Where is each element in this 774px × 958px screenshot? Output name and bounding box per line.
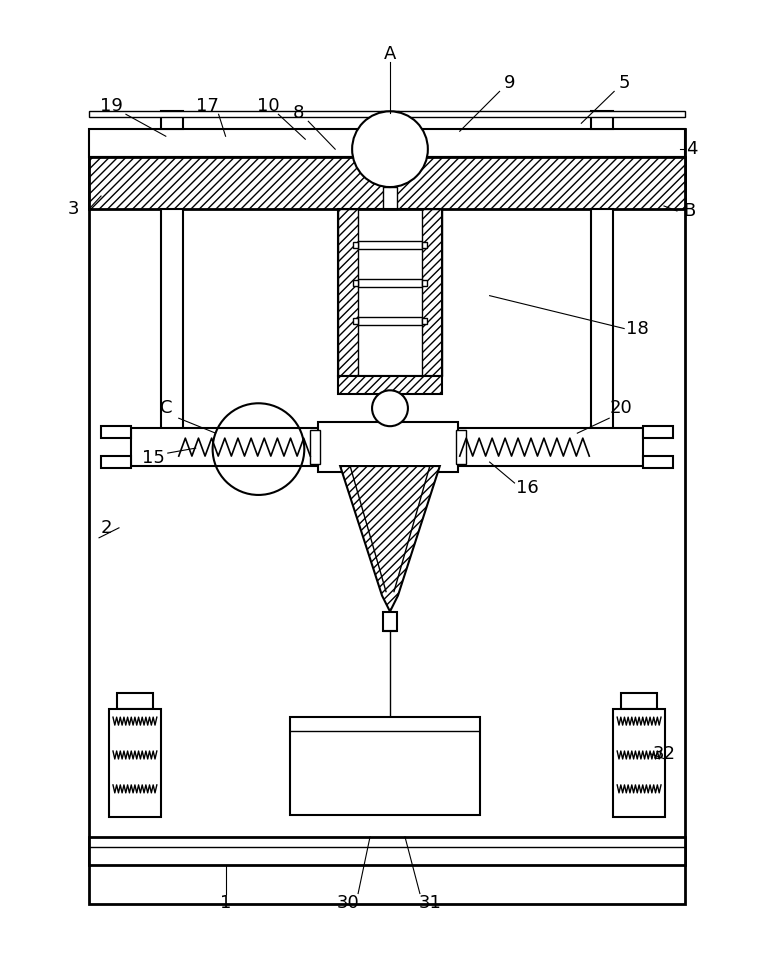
Bar xyxy=(310,430,320,464)
Text: 9: 9 xyxy=(504,75,515,92)
Bar xyxy=(374,122,406,139)
Text: 16: 16 xyxy=(516,479,539,497)
Polygon shape xyxy=(340,466,440,611)
Text: 32: 32 xyxy=(652,745,676,763)
Bar xyxy=(338,209,358,376)
Bar xyxy=(381,111,399,124)
Bar xyxy=(613,709,665,817)
Text: 31: 31 xyxy=(419,895,441,912)
Bar xyxy=(591,111,613,129)
Bar xyxy=(422,280,426,285)
Text: 1: 1 xyxy=(220,895,231,912)
Text: 17: 17 xyxy=(196,98,219,115)
Bar xyxy=(622,694,657,709)
Bar xyxy=(383,611,397,631)
Bar xyxy=(353,318,358,324)
Bar xyxy=(422,209,442,376)
Bar xyxy=(101,456,131,468)
Text: 19: 19 xyxy=(100,98,122,115)
Text: 4: 4 xyxy=(687,140,697,158)
Bar xyxy=(358,240,422,249)
Bar xyxy=(591,209,613,448)
Bar xyxy=(161,209,183,448)
Bar xyxy=(131,428,643,466)
Text: 5: 5 xyxy=(618,75,630,92)
Bar xyxy=(161,111,183,129)
Bar xyxy=(117,694,152,709)
Text: 3: 3 xyxy=(67,200,79,218)
Bar xyxy=(456,430,466,464)
Bar xyxy=(338,376,442,395)
Text: B: B xyxy=(683,202,695,220)
Bar xyxy=(89,129,685,157)
Bar xyxy=(422,318,426,324)
Bar xyxy=(101,426,131,438)
Circle shape xyxy=(352,111,428,187)
Bar xyxy=(89,111,685,117)
Text: 10: 10 xyxy=(257,98,279,115)
Bar xyxy=(643,456,673,468)
Bar xyxy=(643,426,673,438)
Bar xyxy=(358,316,422,325)
Bar xyxy=(318,422,457,472)
Bar xyxy=(353,241,358,248)
Text: 8: 8 xyxy=(293,104,304,123)
Bar xyxy=(89,836,685,865)
Bar xyxy=(290,718,480,815)
Text: 15: 15 xyxy=(142,449,166,468)
Bar xyxy=(358,279,422,286)
Text: C: C xyxy=(159,399,172,418)
Circle shape xyxy=(372,390,408,426)
Text: 2: 2 xyxy=(101,519,111,536)
Bar xyxy=(89,157,685,209)
Text: 18: 18 xyxy=(625,320,649,337)
Text: 30: 30 xyxy=(337,895,359,912)
Text: A: A xyxy=(384,44,396,62)
Text: 20: 20 xyxy=(610,399,632,418)
Bar xyxy=(383,187,397,209)
Bar xyxy=(89,129,685,904)
Bar xyxy=(422,241,426,248)
Bar xyxy=(338,209,442,376)
Bar xyxy=(353,280,358,285)
Bar xyxy=(109,709,161,817)
